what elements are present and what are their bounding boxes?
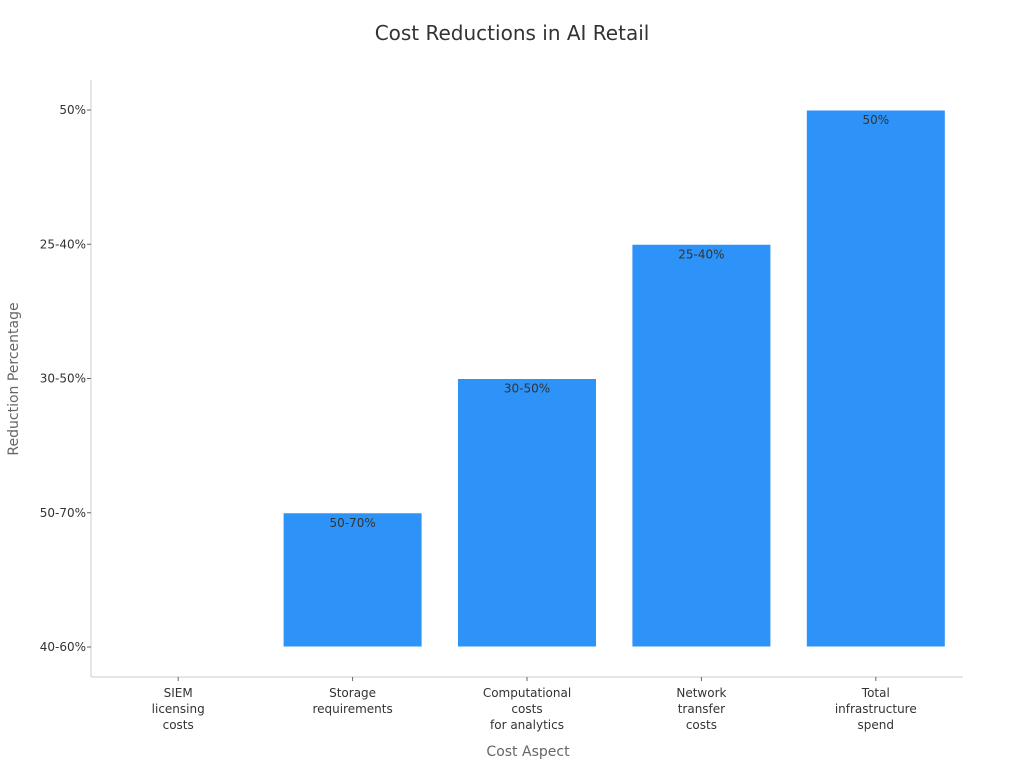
x-tick-label: Storage requirements	[312, 686, 392, 716]
bar	[457, 378, 597, 648]
y-tick-label: 50%	[59, 103, 86, 117]
y-axis-ticks: 40-60% 50-70% 30-50% 25-40% 50%	[40, 103, 91, 654]
bar	[805, 109, 946, 648]
bar	[282, 512, 423, 648]
x-tick-label: Total infrastructure spend	[835, 686, 917, 732]
bar-data-label: 50%	[862, 113, 889, 127]
bar-data-label: 25-40%	[678, 247, 724, 261]
y-tick-label: 50-70%	[40, 506, 86, 520]
x-axis-title: Cost Aspect	[486, 744, 570, 760]
chart-title: Cost Reductions in AI Retail	[375, 21, 650, 45]
y-tick-label: 40-60%	[40, 640, 86, 654]
y-tick-label: 25-40%	[40, 237, 86, 251]
y-axis-title: Reduction Percentage	[6, 302, 22, 455]
bars-group	[282, 109, 946, 648]
bar-data-label: 50-70%	[329, 516, 375, 530]
bar	[631, 243, 772, 648]
x-axis-ticks: SIEM licensing costs Storage requirements Com…	[152, 677, 917, 732]
x-tick-label: Network transfer costs	[676, 686, 726, 732]
bar-data-label: 30-50%	[504, 382, 550, 396]
x-tick-label: SIEM licensing costs	[152, 686, 205, 732]
y-tick-label: 30-50%	[40, 372, 86, 386]
x-tick-label: Computational costs for analytics	[483, 686, 571, 732]
data-labels-group: 50-70% 30-50% 25-40% 50%	[329, 113, 889, 530]
